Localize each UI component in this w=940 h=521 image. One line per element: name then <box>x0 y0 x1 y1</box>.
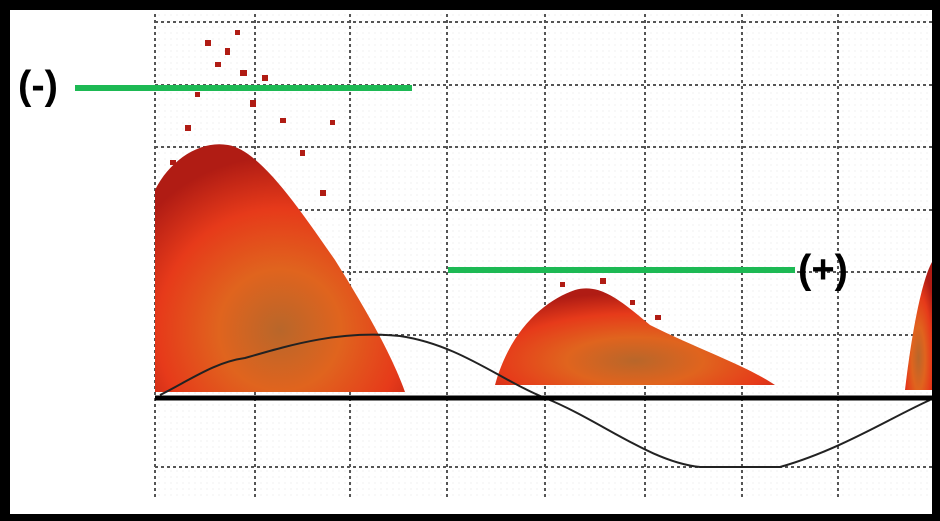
negative-label: (-) <box>18 64 58 108</box>
doppler-image: (-) (+) <box>0 0 940 521</box>
positive-label: (+) <box>798 248 848 292</box>
page: (-) (+) (() => { const data = JSON.parse… <box>0 0 940 521</box>
